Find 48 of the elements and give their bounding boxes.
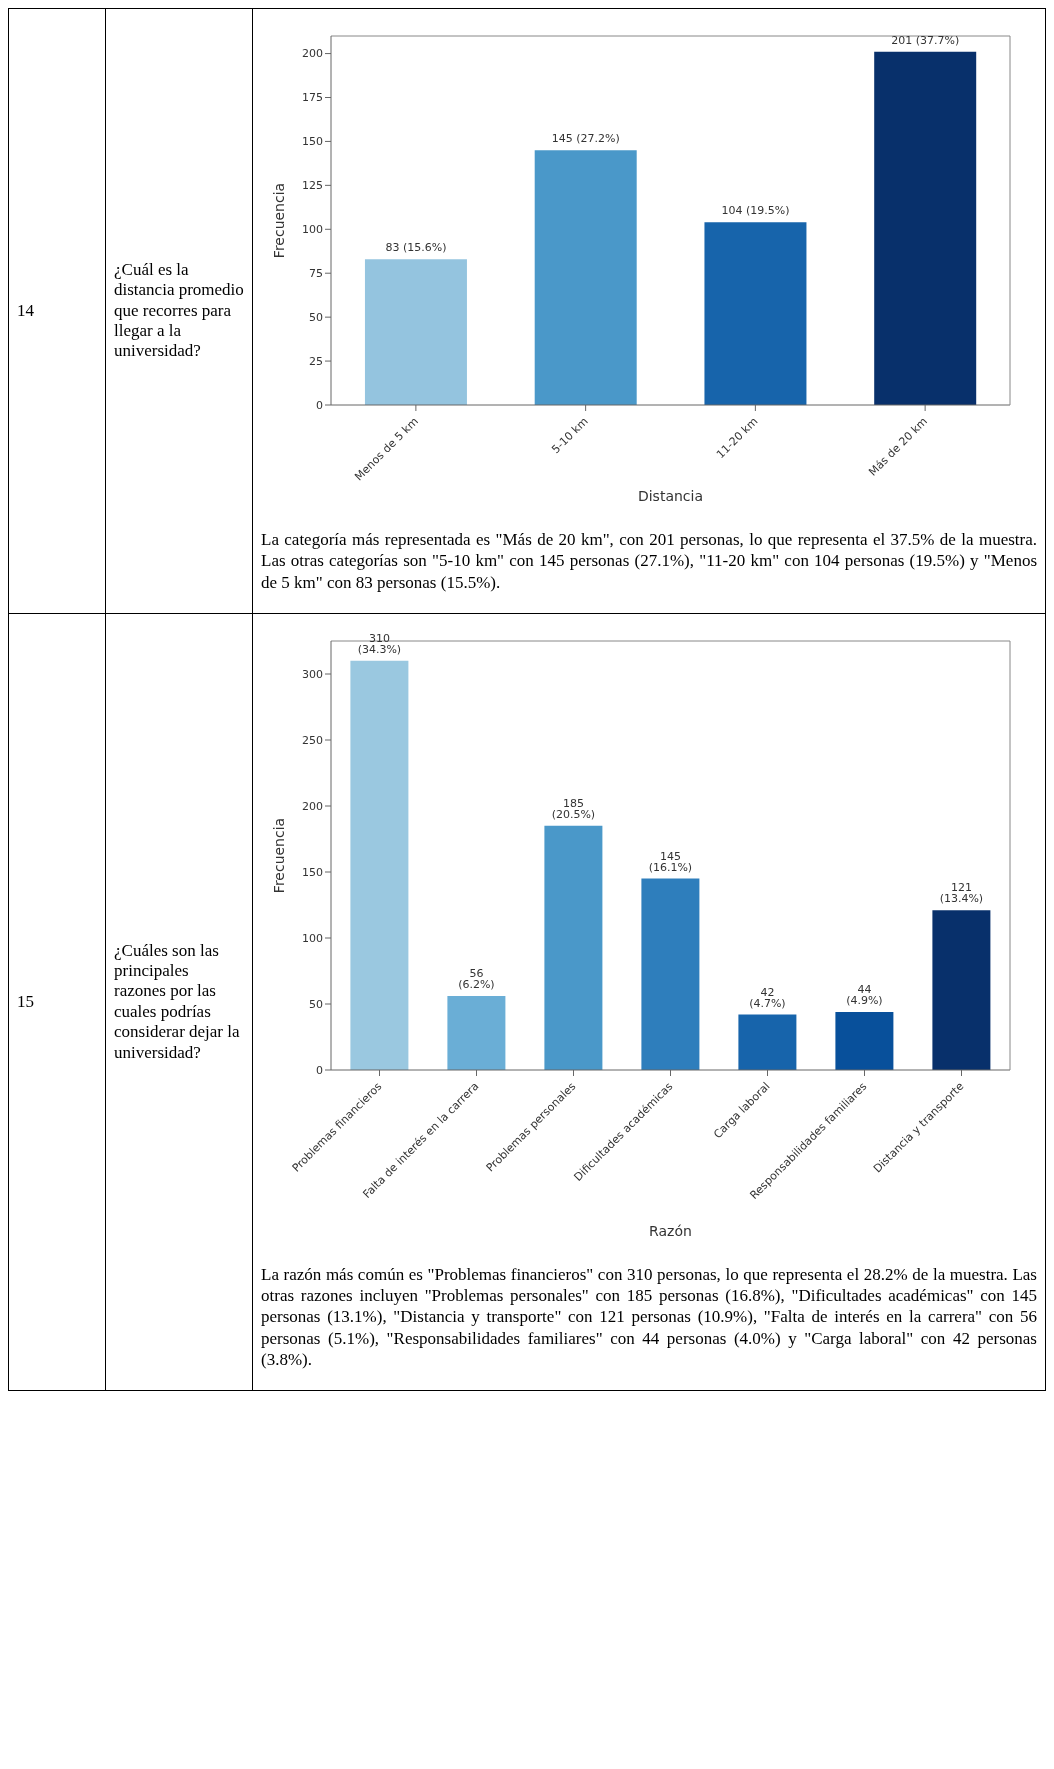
data-label: 56 (6.2%)	[458, 966, 495, 991]
y-tick-label: 75	[309, 267, 323, 281]
y-tick-label: 150	[302, 865, 323, 879]
data-label: 121 (13.4%)	[939, 881, 984, 906]
text: 15	[8, 613, 106, 1391]
bar	[874, 51, 977, 405]
y-tick-label: 25	[309, 354, 323, 368]
data-label: 145 (16.1%)	[648, 849, 693, 874]
data-label: 44 (4.9%)	[846, 982, 883, 1007]
y-tick-label: 200	[302, 47, 323, 61]
y-tick-label: 0	[316, 398, 323, 412]
text: 14	[8, 8, 106, 614]
bar	[835, 1011, 894, 1070]
data-label: 145 (27.2%)	[551, 132, 620, 146]
y-tick-label: 175	[302, 91, 323, 105]
bar	[738, 1014, 797, 1070]
text: ¿Cuáles son las principales razones por las cuales podrías considerar dejar la universidad?	[105, 613, 253, 1391]
bar	[350, 660, 409, 1070]
bar	[364, 259, 467, 405]
data-label: 104 (19.5%)	[721, 204, 790, 218]
x-axis-title: Distancia	[637, 488, 704, 504]
text: La categoría más representada es "Más de 20 km", con 201 personas, lo que representa el 37.5% de la muestra. Las otras categorías son "5-10 km" con 145 personas (27.1%), "11-20 km" con 104 personas (19.5%) y "Menos de 5 km" con 83 personas (15.5%).	[261, 529, 1037, 593]
y-tick-label: 0	[316, 1063, 323, 1077]
x-axis-title: Razón	[649, 1222, 692, 1239]
data-label: 42 (4.7%)	[749, 985, 786, 1010]
y-tick-label: 100	[302, 223, 323, 237]
bar	[932, 910, 991, 1070]
bar	[641, 878, 700, 1070]
text: La razón más común es "Problemas financieros" con 310 personas, lo que representa el 28.2% de la muestra. Las otras razones incluyen "Problemas personales" con 185 personas (16.8%), "Dificultades académicas" con 145 personas (13.1%), "Distancia y transporte" con 121 personas (10.9%), "Falta de interés en la carrera" con 56 personas (5.1%), "Responsabilidades familiares" con 44 personas (4.0%) y "Carga laboral" con 42 personas (3.8%).	[261, 1263, 1037, 1370]
bar	[544, 825, 603, 1070]
y-axis-title: Frecuencia	[270, 182, 287, 259]
y-axis-title: Frecuencia	[270, 817, 287, 893]
data-label: 201 (37.7%)	[891, 33, 960, 47]
y-tick-label: 300	[302, 667, 323, 681]
y-tick-label: 250	[302, 733, 323, 747]
text: ¿Cuál es la distancia promedio que recorres para llegar a la universidad?	[105, 8, 253, 614]
y-tick-label: 200	[302, 799, 323, 813]
data-label: 185 (20.5%)	[551, 796, 596, 821]
data-label: 83 (15.6%)	[385, 241, 447, 255]
bar	[534, 150, 637, 405]
data-label: 310 (34.3%)	[357, 631, 402, 656]
y-tick-label: 50	[309, 311, 323, 325]
y-tick-label: 100	[302, 931, 323, 945]
y-tick-label: 125	[302, 179, 323, 193]
bar	[704, 222, 807, 405]
bar	[447, 995, 506, 1070]
y-tick-label: 150	[302, 135, 323, 149]
y-tick-label: 50	[309, 997, 323, 1011]
